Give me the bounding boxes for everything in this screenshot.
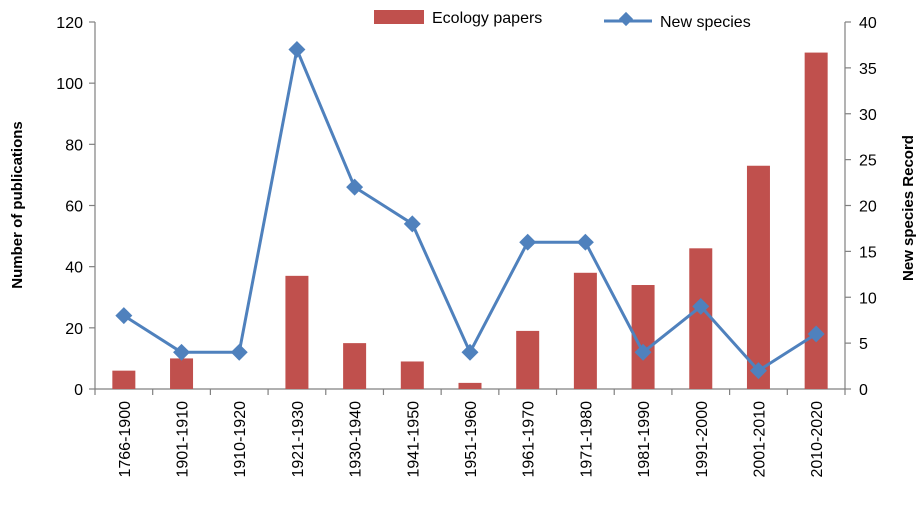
bar-ecology-papers [400, 361, 424, 389]
y2-tick-label: 20 [859, 199, 877, 216]
bars [112, 52, 828, 389]
legend-swatch-ecology-papers [374, 10, 424, 24]
y-tick-label: 0 [74, 382, 83, 399]
x-tick-label: 1991-2000 [694, 401, 711, 478]
bar-ecology-papers [631, 285, 655, 389]
bar-ecology-papers [343, 343, 367, 389]
y-tick-label: 40 [65, 260, 83, 277]
bar-ecology-papers [458, 382, 482, 389]
legend-label-new-species: New species [660, 14, 751, 31]
y2-axis-title: New species Record [900, 135, 917, 281]
bar-ecology-papers [516, 330, 540, 389]
bar-ecology-papers [689, 248, 713, 389]
x-tick-label: 1766-1900 [117, 401, 134, 478]
y2-tick-label: 10 [859, 290, 877, 307]
point-new-species [230, 343, 248, 361]
point-new-species [115, 307, 133, 325]
point-new-species [173, 343, 191, 361]
point-new-species [519, 233, 537, 251]
point-new-species [461, 343, 479, 361]
bar-ecology-papers [746, 165, 770, 389]
y-tick-label: 100 [56, 76, 83, 93]
point-new-species [807, 325, 825, 343]
line-new-species [122, 48, 818, 373]
point-new-species [576, 233, 594, 251]
legend: Ecology papers New species [374, 10, 751, 31]
point-new-species [749, 362, 767, 380]
y-tick-label: 20 [65, 321, 83, 338]
legend-marker-new-species [618, 11, 634, 27]
x-tick-label: 1951-1960 [463, 401, 480, 478]
bar-ecology-papers [112, 370, 136, 389]
point-new-species [346, 178, 364, 196]
x-tick-label: 1930-1940 [348, 401, 365, 478]
bar-ecology-papers [285, 275, 309, 389]
y2-tick-label: 15 [859, 244, 877, 261]
y2-tick-label: 25 [859, 153, 877, 170]
bar-ecology-papers [170, 358, 194, 389]
x-tick-label: 1971-1980 [578, 401, 595, 478]
x-tick-label: 1941-1950 [405, 401, 422, 478]
x-tick-label: 2010-2020 [809, 401, 826, 478]
y-tick-label: 80 [65, 137, 83, 154]
y2-tick-label: 40 [859, 15, 877, 32]
x-tick-label: 1901-1910 [175, 401, 192, 478]
axes [89, 21, 851, 395]
y-axis-title: Number of publications [9, 121, 26, 289]
y-tick-label: 120 [56, 15, 83, 32]
line-series [115, 41, 825, 380]
point-new-species [634, 343, 652, 361]
y2-tick-label: 35 [859, 61, 877, 78]
point-new-species [288, 41, 306, 59]
y-tick-label: 60 [65, 199, 83, 216]
x-tick-label: 1910-1920 [232, 401, 249, 478]
legend-label-ecology-papers: Ecology papers [432, 10, 542, 27]
y2-tick-label: 5 [859, 336, 868, 353]
y2-tick-label: 30 [859, 107, 877, 124]
point-new-species [692, 297, 710, 315]
x-tick-label: 1921-1930 [290, 401, 307, 478]
y2-tick-label: 0 [859, 382, 868, 399]
x-tick-label: 2001-2010 [751, 401, 768, 478]
x-tick-label: 1961-1970 [521, 401, 538, 478]
bar-ecology-papers [804, 52, 828, 389]
point-new-species [403, 215, 421, 233]
x-tick-label: 1981-1990 [636, 401, 653, 478]
bar-ecology-papers [573, 272, 597, 389]
tick-labels: 0 20 40 60 80 100 120 0 5 10 15 20 25 30 35 40 1766-1900… [56, 15, 877, 478]
